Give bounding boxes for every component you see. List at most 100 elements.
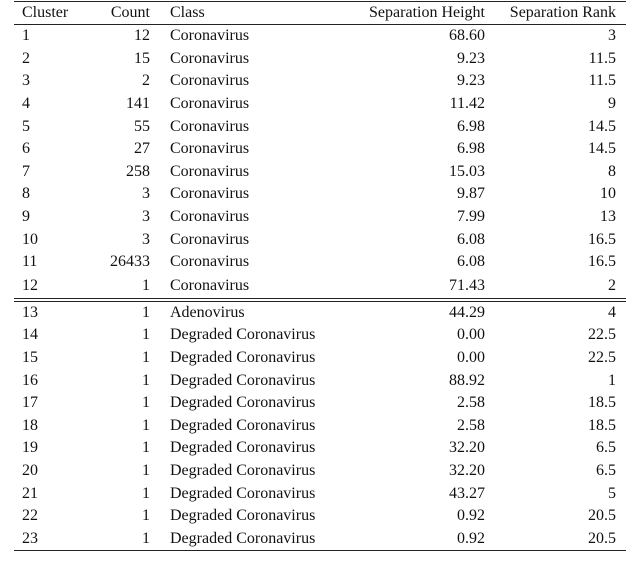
table-cell: 7 [22, 162, 30, 180]
table-cell: 2.58 [457, 416, 485, 434]
table-cell: 15 [134, 49, 150, 67]
column-header: Separation Rank [493, 1, 626, 25]
table-cell: 9 [22, 208, 30, 226]
table-cell: Coronavirus [170, 162, 250, 180]
table-cell: 16.5 [588, 230, 616, 248]
table-cell: Coronavirus [170, 27, 250, 45]
table-cell: 23 [22, 529, 38, 547]
table-cell: 1 [142, 371, 150, 389]
table-cell: Coronavirus [170, 95, 250, 113]
table-cell: 6.98 [457, 117, 485, 135]
table-row: 15 1 Degraded Coronavirus 0.00 22.5 [14, 347, 626, 370]
results-table: Cluster Count Class Separation Height Separa… [14, 1, 626, 552]
table-cell: 20.5 [588, 529, 616, 547]
column-header: Class [158, 1, 308, 25]
table-header: Cluster Count Class Separation Height Separa… [14, 1, 626, 25]
table-cell: 10 [600, 185, 616, 203]
table-cell: Coronavirus [170, 140, 250, 158]
table-cell: 1 [142, 529, 150, 547]
table-cell: Degraded Coronavirus [170, 507, 316, 525]
table-cell: 11 [22, 253, 38, 271]
table-cell: Degraded Coronavirus [170, 484, 316, 502]
table-cell: 1 [142, 349, 150, 367]
table-cell: Degraded Coronavirus [170, 349, 316, 367]
table-row: 20 1 Degraded Coronavirus 32.20 6.5 [14, 460, 626, 483]
table-cell: Degraded Coronavirus [170, 326, 316, 344]
table-row: 13 1 Adenovirus 44.29 4 [14, 300, 626, 325]
table-row: 22 1 Degraded Coronavirus 0.92 20.5 [14, 505, 626, 528]
table-row: 7 258 Coronavirus 15.03 8 [14, 161, 626, 184]
table-cell: 6.5 [596, 461, 616, 479]
table-cell: Degraded Coronavirus [170, 394, 316, 412]
table-cell: Degraded Coronavirus [170, 416, 316, 434]
table-cell: 9.87 [457, 185, 485, 203]
table-cell: Coronavirus [158, 273, 308, 302]
table-cell: 6.5 [596, 439, 616, 457]
table-row: 16 1 Degraded Coronavirus 88.92 1 [14, 369, 626, 392]
table-body: 1 12 Coronavirus 68.60 3 2 15 Coronavirus 9.23 11… [14, 25, 626, 551]
table-cell: 0.92 [457, 507, 485, 525]
table-cell: 5 [608, 484, 616, 502]
table-cell: 11.42 [449, 95, 485, 113]
table-cell: 18.5 [588, 394, 616, 412]
table-cell: Coronavirus [170, 185, 250, 203]
table-cell: Degraded Coronavirus [170, 439, 316, 457]
table-row: 17 1 Degraded Coronavirus 2.58 18.5 [14, 392, 626, 415]
table-cell: 21 [22, 484, 38, 502]
table-cell: 11.5 [588, 49, 616, 67]
table-cell: 0.00 [457, 349, 485, 367]
table-row: 21 1 Degraded Coronavirus 43.27 5 [14, 482, 626, 505]
table-cell: Coronavirus [170, 230, 250, 248]
table-cell: 88.92 [449, 371, 485, 389]
table-cell: 43.27 [449, 484, 485, 502]
table-cell: Coronavirus [170, 49, 250, 67]
table-row: 5 55 Coronavirus 6.98 14.5 [14, 115, 626, 138]
table-cell: 0.00 [457, 326, 485, 344]
table-cell: 1 [142, 303, 150, 321]
table-cell: 27 [134, 140, 150, 158]
table-cell: 1 [142, 439, 150, 457]
table-cell: 16.5 [588, 253, 616, 271]
table-cell: 5 [22, 117, 30, 135]
table-cell: 19 [22, 439, 38, 457]
table-cell: 1 [142, 507, 150, 525]
table-cell: 44.29 [449, 303, 485, 321]
table-cell: 68.60 [449, 27, 485, 45]
table-cell: 4 [608, 303, 616, 321]
table-cell: 14 [22, 326, 38, 344]
table-row: 1 12 Coronavirus 68.60 3 [14, 25, 626, 48]
header-row: Cluster Count Class Separation Height Separa… [14, 1, 626, 25]
table-row: 14 1 Degraded Coronavirus 0.00 22.5 [14, 324, 626, 347]
table-cell: 2 [142, 72, 150, 90]
table-cell: 55 [134, 117, 150, 135]
table-cell: 15.03 [449, 162, 485, 180]
table-cell: 9 [608, 95, 616, 113]
table-cell: 3 [142, 185, 150, 203]
table-cell: 13 [600, 208, 616, 226]
table-cell: 22 [22, 507, 38, 525]
table-cell: 8 [22, 185, 30, 203]
table-cell: 1 [22, 27, 30, 45]
table-cell: 2 [22, 49, 30, 67]
table-cell: 20.5 [588, 507, 616, 525]
table-cell: 22.5 [588, 349, 616, 367]
table-row: 23 1 Degraded Coronavirus 0.92 20.5 [14, 527, 626, 550]
table-row: 18 1 Degraded Coronavirus 2.58 18.5 [14, 415, 626, 438]
table-cell: 14.5 [588, 140, 616, 158]
table-cell: 17 [22, 394, 38, 412]
table-cell: Adenovirus [170, 303, 245, 321]
table-cell: 141 [126, 95, 150, 113]
table-cell: 71.43 [308, 273, 493, 302]
table-row: 8 3 Coronavirus 9.87 10 [14, 183, 626, 206]
table-cell: 16 [22, 371, 38, 389]
table-cell: 11.5 [588, 72, 616, 90]
table-cell: 3 [22, 72, 30, 90]
table-cell: 258 [126, 162, 150, 180]
table-cell: Coronavirus [170, 208, 250, 226]
column-header: Count [93, 1, 158, 25]
table-cell: 1 [142, 484, 150, 502]
table-cell: Degraded Coronavirus [170, 371, 316, 389]
table-row: 2 15 Coronavirus 9.23 11.5 [14, 48, 626, 71]
table-row: 10 3 Coronavirus 6.08 16.5 [14, 228, 626, 251]
